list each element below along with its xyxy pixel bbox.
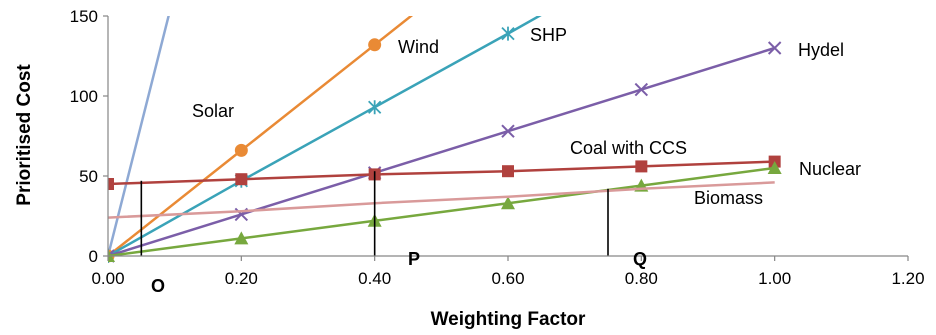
data-point xyxy=(235,173,248,186)
y-tick-label: 150 xyxy=(70,7,98,26)
data-point xyxy=(501,124,515,138)
series-label-solar: Solar xyxy=(192,101,234,121)
data-point xyxy=(501,196,515,210)
series-label-hydel: Hydel xyxy=(798,40,844,60)
data-point xyxy=(234,231,249,245)
series-nuclear xyxy=(108,161,782,262)
series-line xyxy=(108,16,542,258)
y-tick-label: 50 xyxy=(79,167,98,186)
x-axis-title: Weighting Factor xyxy=(431,309,586,330)
y-tick-label: 100 xyxy=(70,87,98,106)
series-line xyxy=(108,166,775,258)
x-tick-label: 0.00 xyxy=(91,269,124,288)
series-label-coal-with-ccs: Coal with CCS xyxy=(570,138,687,158)
x-tick-label: 0.60 xyxy=(491,269,524,288)
data-point xyxy=(368,38,382,52)
data-point xyxy=(368,100,382,115)
point-label-o: O xyxy=(151,276,165,296)
series-coal-with-ccs xyxy=(108,155,781,190)
x-tick-label: 0.40 xyxy=(358,269,391,288)
point-label-p: P xyxy=(408,249,420,269)
series-label-nuclear: Nuclear xyxy=(799,159,861,179)
series-biomass xyxy=(108,181,775,219)
data-point xyxy=(634,82,649,97)
data-point xyxy=(767,161,782,174)
series-line xyxy=(108,46,776,258)
point-label-q: Q xyxy=(633,249,647,269)
x-tick-label: 1.00 xyxy=(758,269,791,288)
y-axis-title: Prioritised Cost xyxy=(14,64,35,206)
data-point xyxy=(767,41,782,55)
data-point xyxy=(108,178,114,190)
data-point xyxy=(234,143,248,157)
y-tick-label: 0 xyxy=(89,247,98,266)
series-label-biomass: Biomass xyxy=(694,188,763,208)
data-point xyxy=(501,26,515,41)
x-tick-label: 0.80 xyxy=(625,269,658,288)
series-label-wind: Wind xyxy=(398,37,439,57)
series-solar xyxy=(108,16,170,257)
series-line xyxy=(108,16,170,257)
data-point xyxy=(635,160,648,173)
series-line xyxy=(108,181,775,219)
series-line xyxy=(108,16,414,257)
x-tick-label: 0.20 xyxy=(225,269,258,288)
series-line xyxy=(108,160,775,186)
data-point xyxy=(502,165,514,178)
series-label-shp: SHP xyxy=(530,25,567,45)
x-tick-label: 1.20 xyxy=(891,269,924,288)
